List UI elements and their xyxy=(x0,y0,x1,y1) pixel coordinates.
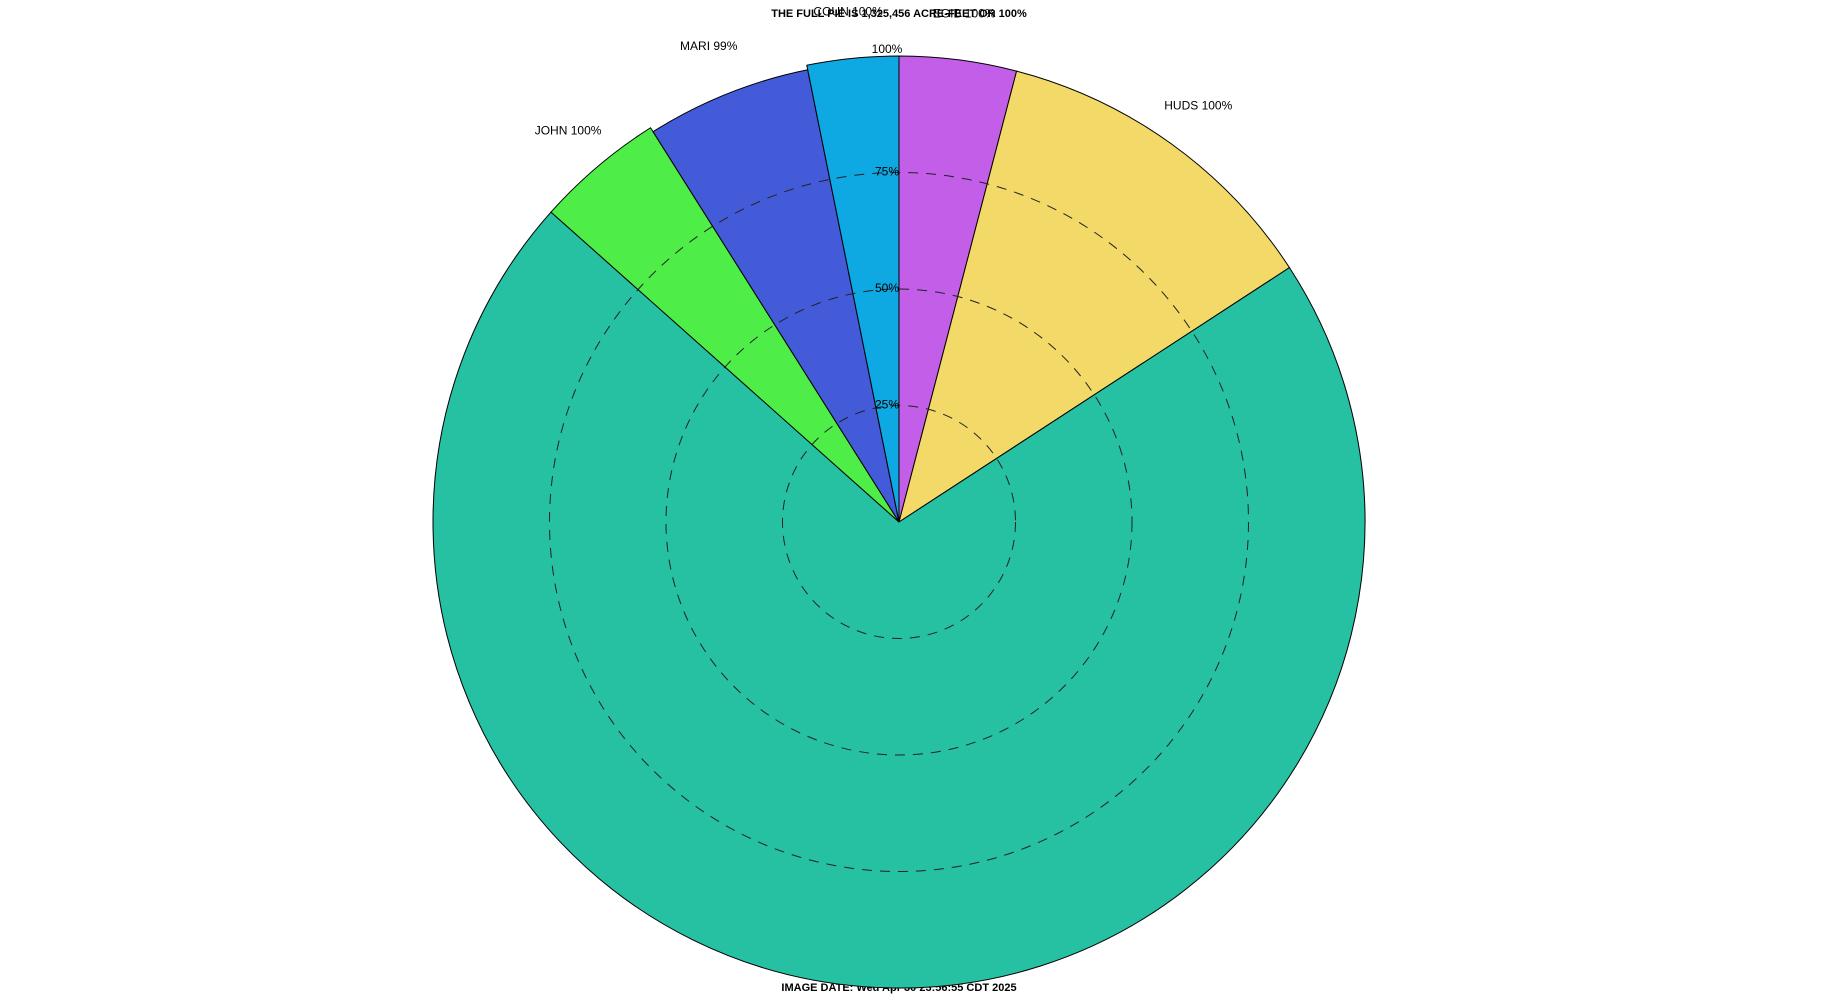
wedge xyxy=(806,55,900,523)
ring-label: 100% xyxy=(872,42,903,56)
wedge-label: EGIB 100% xyxy=(933,6,996,20)
wedge-label: MARI 99% xyxy=(680,39,738,53)
wedge xyxy=(550,127,900,523)
wedge xyxy=(652,69,900,523)
wedge xyxy=(898,70,1291,524)
ring-grid xyxy=(549,172,1249,872)
wedge-label: COUN 100% xyxy=(813,5,883,19)
ring-label: 50% xyxy=(875,281,899,295)
ring-grid xyxy=(782,405,1016,639)
chart-title: THE FULL PIE IS 1,325,456 ACRE-FEET OR 1… xyxy=(771,8,1027,20)
ring-label: 75% xyxy=(875,165,899,179)
ring-label: 25% xyxy=(875,398,899,412)
ring-grid xyxy=(665,288,1133,756)
wedge-label: HUDS 100% xyxy=(1164,99,1232,113)
wedge-label: JOHN 100% xyxy=(535,123,602,137)
wedge xyxy=(432,211,1366,989)
